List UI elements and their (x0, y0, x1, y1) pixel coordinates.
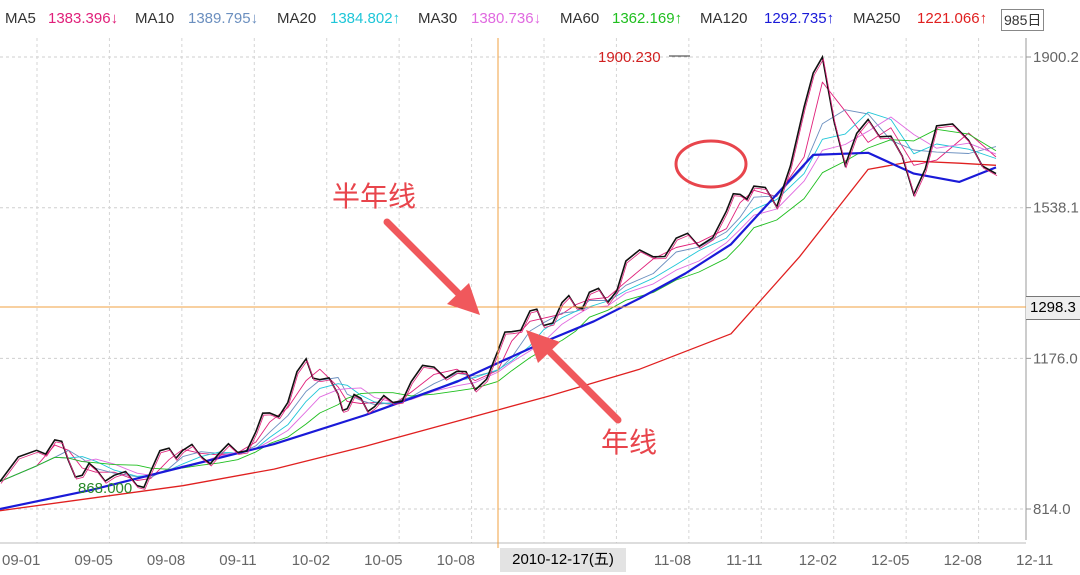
ma250-value: 1221.066↑ (917, 10, 988, 27)
x-tick-label: 12-05 (871, 552, 909, 569)
highlight-circle (674, 139, 748, 189)
ma30-value: 1380.736↓ (471, 10, 542, 27)
ma5-value: 1383.396↓ (48, 10, 119, 27)
crosshair-date-label: 2010-12-17(五) (500, 548, 626, 572)
low-price-label: 868.000 (78, 480, 132, 497)
ma120-label: MA120 (700, 10, 748, 27)
x-tick-label: 11-11 (726, 552, 762, 569)
ma10-value: 1389.795↓ (188, 10, 259, 27)
period-selector[interactable]: 985日 (1001, 9, 1045, 31)
ma60-line (0, 128, 997, 482)
arrow-year (526, 330, 622, 424)
price-shadow-line (0, 57, 998, 490)
x-tick-label: 12-08 (944, 552, 982, 569)
x-tick-label: 10-05 (364, 552, 402, 569)
y-tick-label: 1900.2 (1033, 49, 1079, 66)
ma60-label: MA60 (560, 10, 600, 27)
ma5-label: MA5 (5, 10, 36, 27)
crosshair-price-label: 1298.3 (1026, 296, 1080, 320)
arrow-half-year (383, 218, 480, 315)
high-price-label: 1900.230 (598, 49, 661, 66)
x-tick-label: 09-01 (2, 552, 40, 569)
ma20-label: MA20 (277, 10, 317, 27)
x-tick-label: 10-02 (292, 552, 330, 569)
y-tick-label: 814.0 (1033, 501, 1071, 518)
price-line (0, 54, 997, 489)
series-layer (0, 54, 998, 512)
y-tick-label: 1538.1 (1033, 200, 1079, 217)
ma30-label: MA30 (418, 10, 458, 27)
x-tick-label: 11-08 (654, 552, 691, 569)
x-tick-label: 12-02 (799, 552, 837, 569)
x-tick-label: 12-11 (1016, 552, 1053, 569)
ma20-value: 1384.802↑ (330, 10, 401, 27)
x-tick-label: 09-11 (219, 552, 256, 569)
ma-legend: MA5 1383.396↓ MA10 1389.795↓ MA20 1384.8… (0, 0, 1080, 38)
half-year-line-label: 半年线 (332, 181, 416, 212)
ma250-line (0, 160, 997, 512)
x-tick-label: 09-05 (74, 552, 112, 569)
ma120-line (0, 151, 997, 511)
ma120-value: 1292.735↑ (764, 10, 835, 27)
x-tick-label: 09-08 (147, 552, 185, 569)
x-tick-label: 10-08 (437, 552, 475, 569)
y-tick-label: 1176.0 (1033, 350, 1078, 367)
ma60-value: 1362.169↑ (612, 10, 683, 27)
ma250-label: MA250 (853, 10, 901, 27)
year-line-label: 年线 (601, 427, 657, 458)
ma10-label: MA10 (135, 10, 175, 27)
y-tick-labels: 1900.2 1538.1 1176.0 814.0 (1026, 49, 1079, 518)
